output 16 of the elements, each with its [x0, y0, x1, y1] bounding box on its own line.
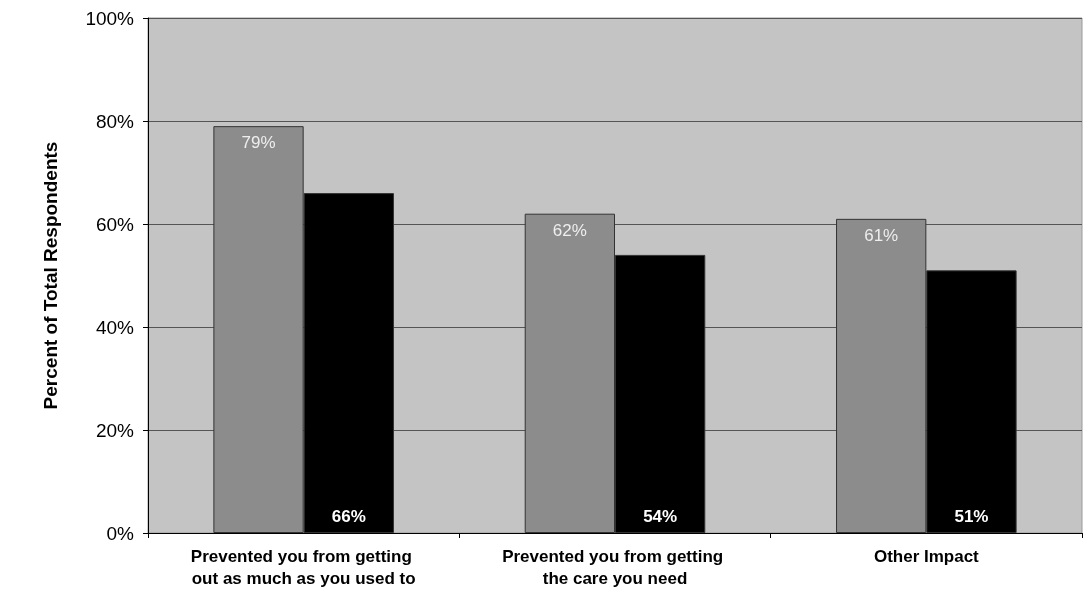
- data-label: 66%: [331, 507, 366, 526]
- x-tick-label: Prevented you from getting out as much as you used to: [190, 546, 417, 588]
- y-axis-title: Percent of Total Respondents: [40, 141, 61, 410]
- data-label: 54%: [643, 507, 678, 526]
- data-label: 79%: [241, 133, 276, 153]
- x-tick-label: Prevented you from getting the care you need: [502, 546, 728, 588]
- x-tick-label: Other Impact: [873, 546, 980, 566]
- y-tick-label: 0%: [106, 522, 135, 544]
- data-label: 62%: [552, 220, 587, 240]
- y-tick-label: 40%: [95, 316, 135, 338]
- y-tick-label: 20%: [95, 419, 135, 441]
- y-tick-label: 60%: [95, 213, 135, 235]
- y-tick-label: 100%: [85, 7, 135, 29]
- data-label: 61%: [864, 225, 899, 245]
- data-label: 51%: [954, 507, 989, 526]
- y-tick-label: 80%: [95, 110, 135, 132]
